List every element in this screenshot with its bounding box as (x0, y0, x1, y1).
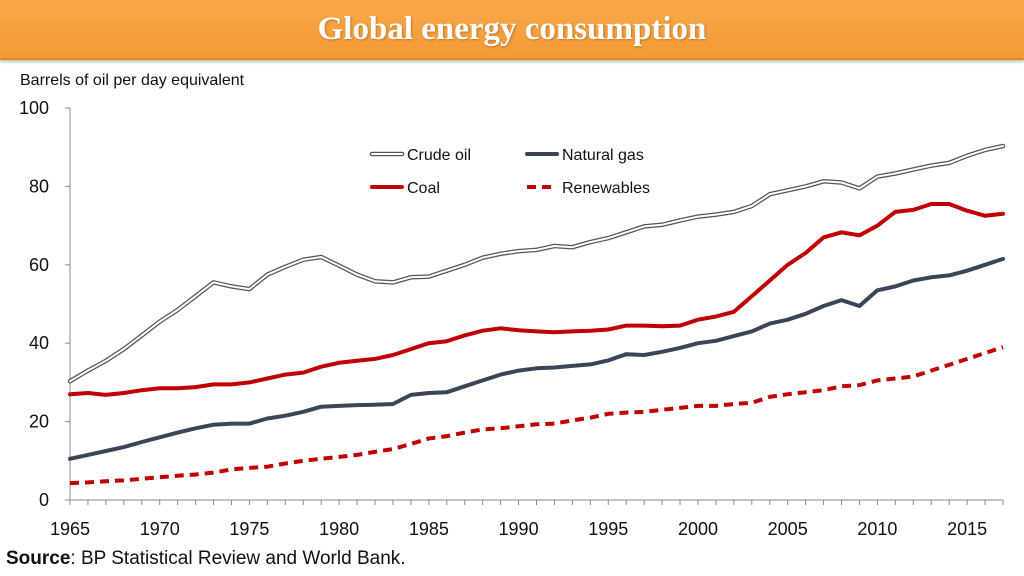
legend-label-coal: Coal (407, 180, 440, 197)
source-note: Source: BP Statistical Review and World … (6, 548, 406, 570)
x-tick-label: 2005 (768, 519, 808, 539)
y-tick-label: 100 (19, 98, 49, 118)
page-title: Global energy consumption (317, 10, 707, 47)
source-text: : BP Statistical Review and World Bank. (70, 548, 406, 569)
legend-label-renewables: Renewables (562, 180, 650, 197)
title-bar: Global energy consumption (0, 0, 1024, 60)
x-tick-label: 1965 (50, 519, 90, 539)
series-line-crude-oil (69, 145, 1004, 383)
y-tick-label: 60 (29, 255, 49, 275)
x-tick-label: 1985 (409, 519, 449, 539)
x-tick-label: 1975 (229, 519, 269, 539)
y-tick-label: 80 (29, 176, 49, 196)
legend-label-natural-gas: Natural gas (562, 147, 644, 164)
x-tick-label: 2015 (947, 519, 987, 539)
x-tick-label: 1990 (499, 519, 539, 539)
y-tick-label: 40 (29, 333, 49, 353)
y-tick-label: 20 (29, 412, 49, 432)
x-tick-label: 1970 (140, 519, 180, 539)
legend-label-crude-oil: Crude oil (407, 147, 471, 164)
y-tick-label: 0 (39, 490, 49, 510)
x-tick-label: 2010 (857, 519, 897, 539)
series-line-crude-oil-outline (67, 143, 1006, 384)
x-tick-label: 1995 (588, 519, 628, 539)
y-axis-unit-label: Barrels of oil per day equivalent (20, 72, 245, 89)
x-tick-label: 1980 (319, 519, 359, 539)
source-label: Source (6, 548, 71, 569)
series-line-renewables (69, 345, 1004, 486)
x-tick-label: 2000 (678, 519, 718, 539)
series-line-natural-gas (68, 256, 1005, 461)
series-line-coal (68, 202, 1005, 397)
